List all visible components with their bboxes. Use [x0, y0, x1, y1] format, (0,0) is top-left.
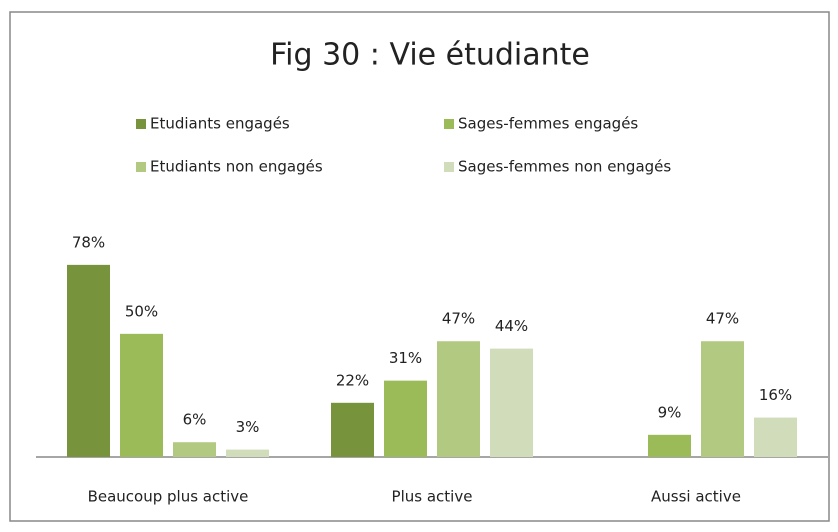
- x-tick-label: Plus active: [392, 488, 473, 506]
- bar: [226, 449, 269, 457]
- legend-marker: [444, 119, 454, 129]
- bar: [384, 380, 427, 457]
- legend-label: Etudiants engagés: [150, 115, 290, 133]
- legend-label: Sages-femmes non engagés: [458, 158, 671, 176]
- value-label: 31%: [389, 349, 422, 367]
- bar: [648, 434, 691, 457]
- legend-label: Sages-femmes engagés: [458, 115, 638, 133]
- bar: [331, 402, 374, 457]
- value-label: 78%: [72, 233, 105, 251]
- bar: [67, 264, 110, 457]
- legend-label: Etudiants non engagés: [150, 158, 323, 176]
- bar: [120, 333, 163, 457]
- bar: [173, 442, 216, 457]
- x-tick-label: Aussi active: [651, 488, 741, 506]
- value-label: 6%: [183, 411, 207, 429]
- legend-marker: [444, 162, 454, 172]
- value-label: 3%: [236, 418, 260, 436]
- bar: [754, 417, 797, 457]
- bar: [437, 341, 480, 457]
- legend-marker: [136, 162, 146, 172]
- legend-marker: [136, 119, 146, 129]
- chart-title: Fig 30 : Vie étudiante: [270, 38, 590, 73]
- bar: [701, 341, 744, 457]
- value-label: 16%: [759, 386, 792, 404]
- value-label: 47%: [706, 310, 739, 328]
- value-label: 22%: [336, 371, 369, 389]
- value-label: 9%: [658, 403, 682, 421]
- bar: [490, 348, 533, 457]
- value-label: 47%: [442, 310, 475, 328]
- value-label: 50%: [125, 302, 158, 320]
- value-label: 44%: [495, 317, 528, 335]
- x-tick-label: Beaucoup plus active: [88, 488, 249, 506]
